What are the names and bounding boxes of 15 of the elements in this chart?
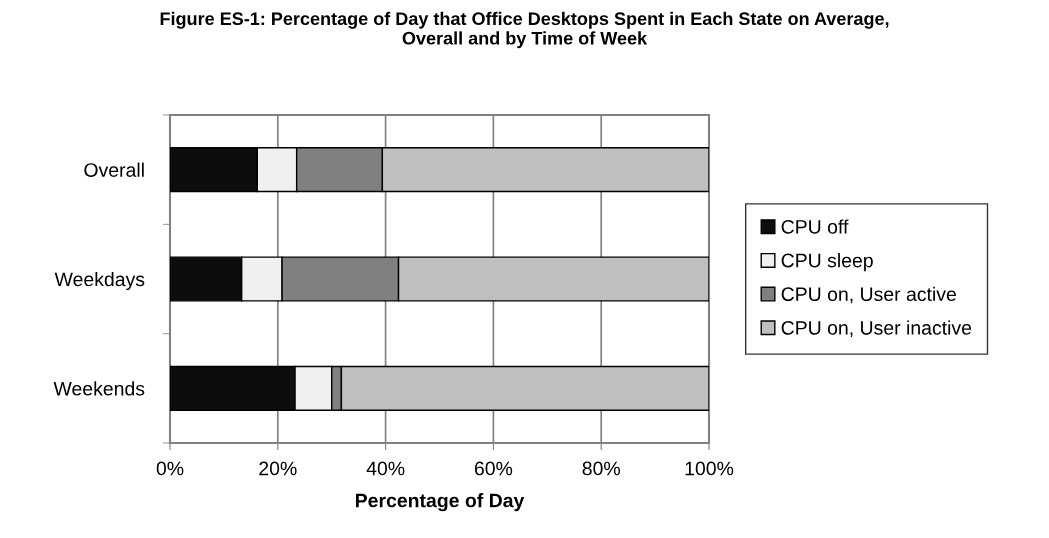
y-tick-label: Overall xyxy=(84,162,144,177)
legend-label: CPU sleep xyxy=(781,253,873,272)
x-tick-label: 0% xyxy=(156,461,184,476)
x-tick-label: 20% xyxy=(259,461,297,476)
legend-label: CPU on, User inactive xyxy=(781,320,972,338)
x-tick-label: 80% xyxy=(582,461,620,476)
legend-label: CPU on, User active xyxy=(781,286,956,304)
x-tick-label: 40% xyxy=(366,461,405,476)
x-tick-label: 100% xyxy=(685,461,734,476)
x-tick-label: 60% xyxy=(474,461,513,476)
y-tick-label: Weekends xyxy=(53,381,145,396)
x-axis-title: Percentage of Day xyxy=(355,493,525,512)
legend-label: CPU off xyxy=(781,219,849,234)
chart-title: Figure ES-1: Percentage of Day that Office Desktops Spent in Each State on Average, Overall and by Time of Week xyxy=(160,11,889,49)
y-tick-label: Weekdays xyxy=(54,271,145,291)
